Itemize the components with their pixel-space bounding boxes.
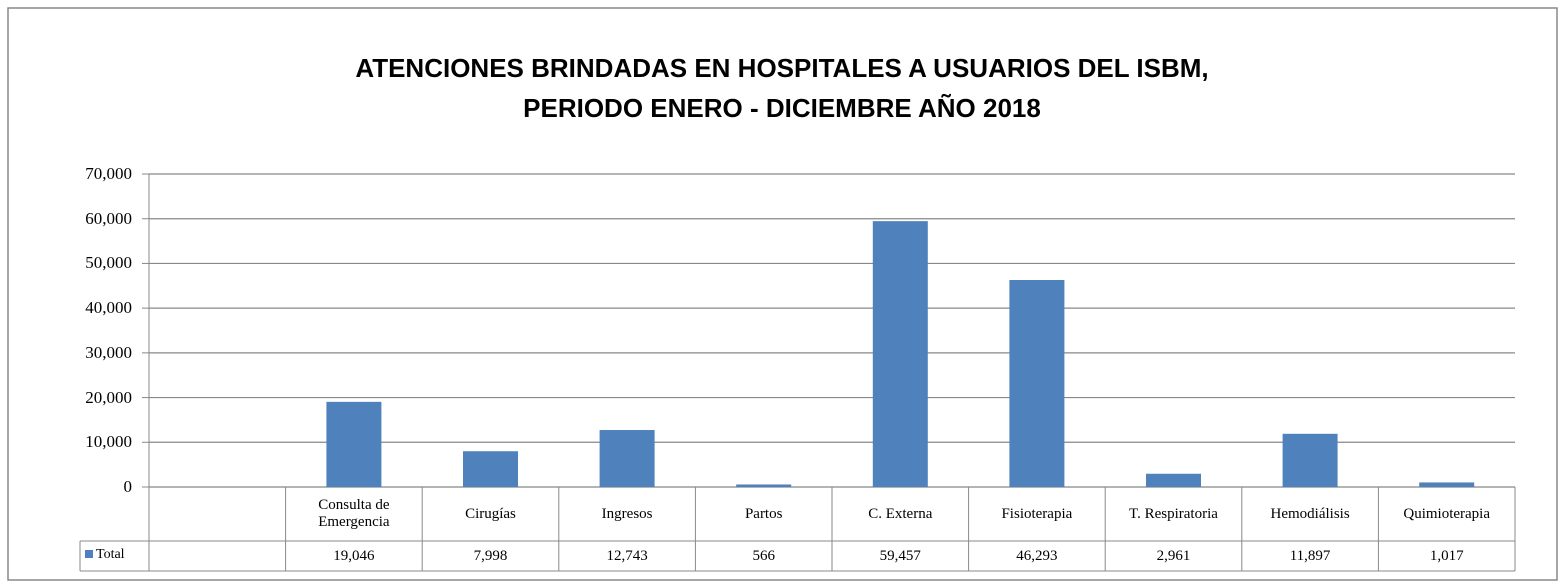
x-tick-label: Consulta de Emergencia xyxy=(318,497,390,530)
table-value: 19,046 xyxy=(333,547,375,564)
table-value: 7,998 xyxy=(473,547,508,564)
y-tick-label: 70,000 xyxy=(85,164,132,183)
table-value: 566 xyxy=(752,547,775,564)
x-tick-label: Quimioterapia xyxy=(1403,505,1490,522)
bar xyxy=(326,401,382,487)
legend-label: Total xyxy=(96,547,125,562)
bar xyxy=(1146,473,1201,487)
legend-swatch xyxy=(85,550,93,558)
chart-title: ATENCIONES BRINDADAS EN HOSPITALES A USU… xyxy=(355,53,1209,123)
y-tick-label: 60,000 xyxy=(85,208,132,228)
bar xyxy=(872,221,928,487)
y-tick-label: 20,000 xyxy=(85,387,132,407)
x-tick-label: C. Externa xyxy=(868,505,933,522)
x-tick-label: Ingresos xyxy=(601,505,653,522)
y-tick-label: 30,000 xyxy=(85,342,132,362)
x-tick-label: Partos xyxy=(744,505,783,522)
bar xyxy=(463,451,518,487)
bar xyxy=(1009,280,1065,487)
bar xyxy=(1419,482,1475,487)
table-value: 2,961 xyxy=(1156,547,1191,564)
x-tick-label: Fisioterapia xyxy=(1001,505,1073,522)
table-value: 59,457 xyxy=(879,547,921,564)
chart-border xyxy=(7,7,1558,581)
y-tick-label: 0 xyxy=(123,477,133,496)
bar xyxy=(736,484,792,487)
bar xyxy=(599,430,655,487)
y-tick-label: 40,000 xyxy=(85,298,132,318)
table-value: 46,293 xyxy=(1016,547,1058,564)
table-value: 1,017 xyxy=(1429,547,1464,564)
y-tick-label: 10,000 xyxy=(85,432,132,452)
x-tick-label: Cirugías xyxy=(465,505,516,522)
table-value: 11,897 xyxy=(1289,547,1331,564)
table-value: 12,743 xyxy=(606,547,648,564)
x-tick-label: T. Respiratoria xyxy=(1129,505,1218,522)
x-tick-label: Hemodiálisis xyxy=(1270,505,1350,522)
bar xyxy=(1282,433,1338,487)
y-tick-label: 50,000 xyxy=(85,253,132,273)
